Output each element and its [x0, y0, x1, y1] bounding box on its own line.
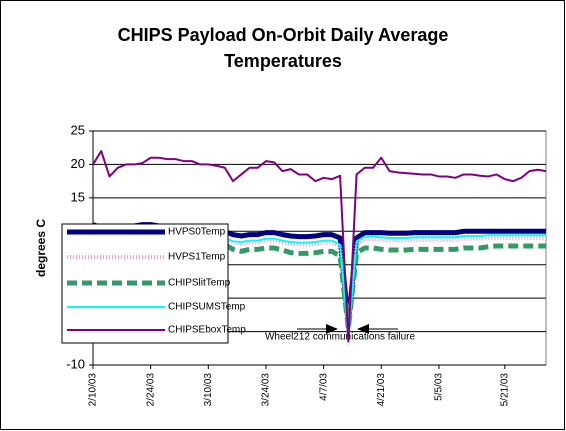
x-tick-label: 3/10/03 [203, 373, 214, 407]
series-line [92, 150, 547, 343]
y-axis-label: degrees C [34, 219, 48, 277]
legend-label: CHIPSUMSTemp [168, 302, 246, 313]
x-tick-label: 2/10/03 [88, 373, 99, 407]
annotation-arrowhead [357, 324, 369, 334]
y-tick-label: -10 [66, 356, 85, 371]
annotation-arrowhead [326, 324, 338, 334]
x-tick-label: 2/24/03 [145, 373, 156, 407]
legend-label: CHIPSlitTemp [168, 278, 231, 289]
legend-label: HVPS0Temp [168, 227, 226, 238]
legend: HVPS0Temp HVPS1Temp CHIPSlitTemp CHIPSUMSTe… [61, 223, 246, 344]
x-tick-label: 5/5/03 [434, 373, 445, 401]
y-tick-label: 20 [71, 156, 85, 171]
annotation: Wheel212 communications failure [265, 324, 416, 343]
x-tick-label: 5/21/03 [499, 373, 510, 407]
x-tick-label: 4/7/03 [318, 373, 329, 401]
y-tick-label: 25 [71, 122, 85, 137]
chart-title: CHIPS Payload On-Orbit Daily Average Tem… [117, 25, 449, 71]
legend-label: CHIPSEboxTemp [168, 325, 246, 336]
legend-label: HVPS1Temp [168, 252, 226, 263]
x-tick-label: 4/21/03 [376, 373, 387, 407]
y-tick-label: 15 [71, 189, 85, 204]
series-line [92, 229, 546, 334]
annotation-text: Wheel212 communications failure [265, 332, 416, 343]
x-tick-label: 3/24/03 [261, 373, 272, 407]
